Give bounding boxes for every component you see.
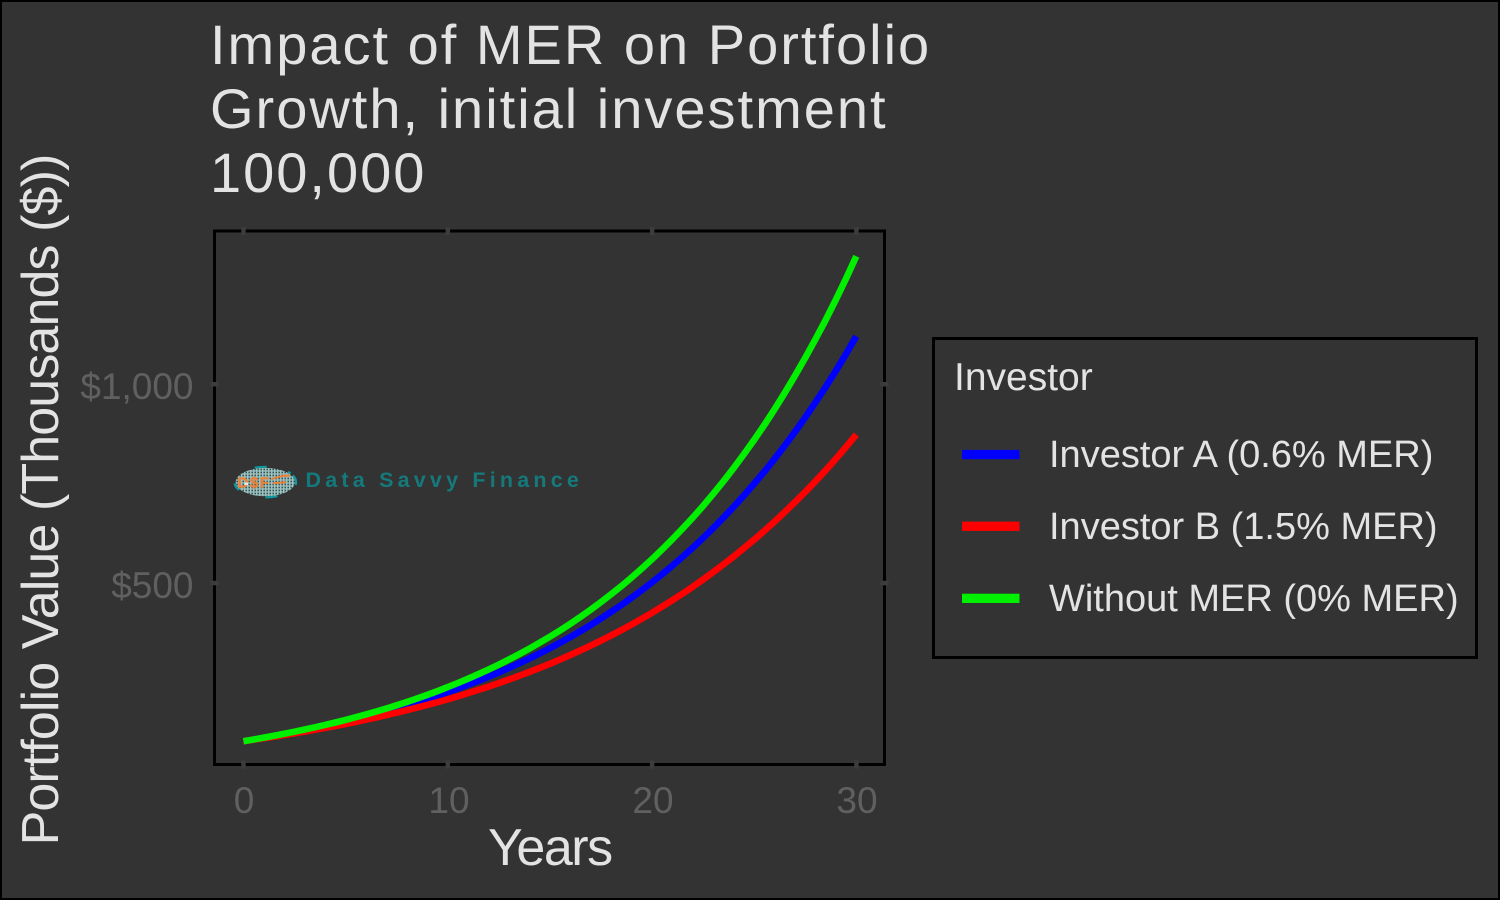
svg-text:Data Savvy Finance: Data Savvy Finance xyxy=(306,468,584,492)
svg-text:D$F: D$F xyxy=(238,475,271,492)
